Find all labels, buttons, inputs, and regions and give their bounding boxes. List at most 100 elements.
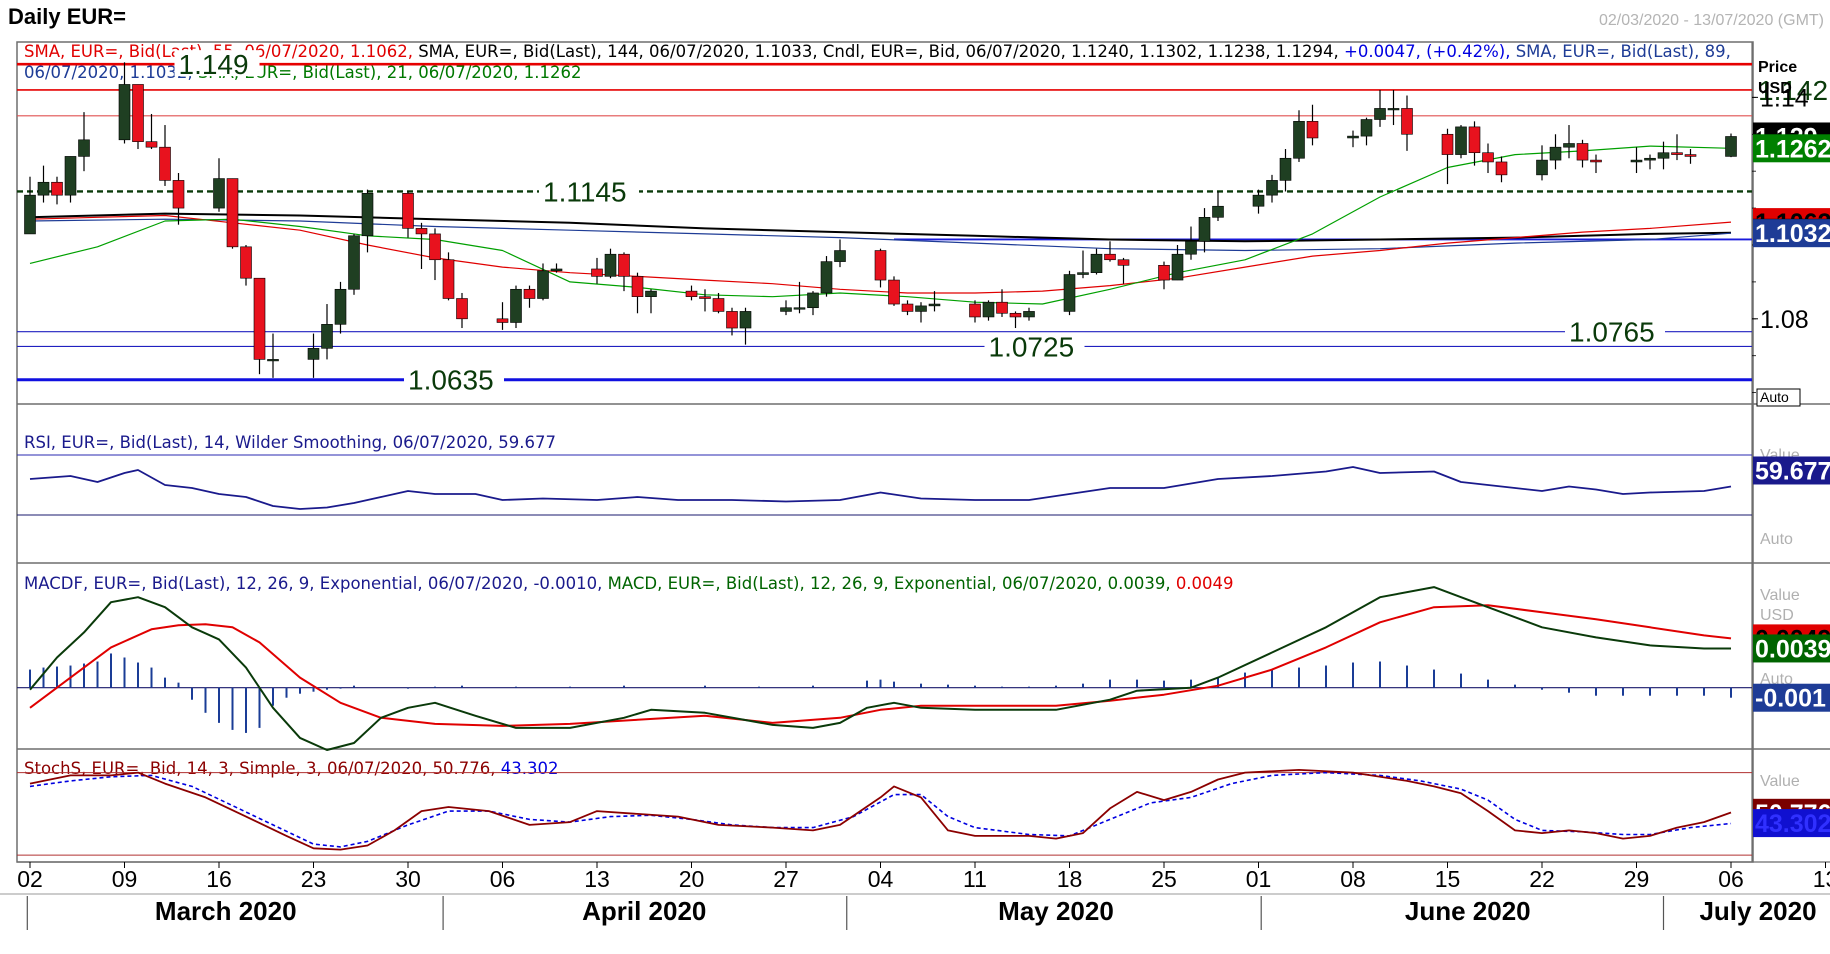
candle-up — [928, 303, 941, 307]
candle-up — [1360, 119, 1373, 137]
x-tick-label-7: 20 — [679, 866, 705, 892]
rsi-ghost-2: Auto — [1760, 531, 1793, 548]
x-tick-label-13: 01 — [1246, 866, 1272, 892]
x-tick-label-4: 30 — [395, 866, 421, 892]
candle-down — [523, 288, 536, 299]
stoch-value-label-1: 43.302 — [1755, 810, 1830, 838]
candle-down — [159, 146, 171, 181]
candle-down — [402, 193, 414, 229]
candle-down — [631, 276, 644, 297]
macd-ghost-0: Value — [1760, 587, 1800, 604]
legend-sma144: SMA, EUR=, Bid(Last), 144, 06/07/2020, 1… — [418, 42, 823, 61]
legend-stoch-d: 43.302 — [500, 759, 559, 778]
candle-up — [78, 139, 90, 157]
candle-down — [1482, 152, 1494, 163]
candle-up — [361, 193, 374, 237]
legend-sma89-a: SMA, EUR=, Bid(Last), 89, — [1515, 42, 1731, 61]
date-range: 02/03/2020 - 13/07/2020 (GMT) — [1598, 12, 1824, 29]
auto-button — [1756, 388, 1801, 407]
candle-down — [415, 228, 428, 235]
candle-down — [874, 250, 887, 281]
candle-up — [510, 288, 522, 323]
candle-up — [334, 288, 347, 325]
candle-up — [1023, 311, 1035, 318]
x-tick-label-1: 09 — [112, 866, 138, 892]
candle-up — [1212, 205, 1224, 218]
candle-up — [739, 311, 752, 329]
candle-up — [64, 156, 77, 196]
candle-up — [24, 194, 36, 235]
candle-up — [807, 292, 819, 309]
candle-up — [915, 305, 927, 312]
price-panel-legend-line2: 06/07/2020, 1.1032, SMA, EUR=, Bid(Last)… — [24, 63, 582, 82]
level-label-bg-0 — [174, 50, 260, 77]
candle-up — [1252, 194, 1265, 207]
stoch-ghost-0: Value — [1760, 773, 1800, 790]
candle-up — [1198, 217, 1211, 242]
candle-down — [1590, 159, 1602, 163]
month-label-2: May 2020 — [998, 896, 1114, 926]
candle-down — [685, 290, 698, 297]
candle-down — [1306, 121, 1319, 139]
candle-down — [172, 180, 185, 209]
candle-down — [996, 301, 1008, 314]
x-tick-label-19: 13 — [1813, 866, 1830, 892]
candle-up — [213, 178, 225, 209]
candle-down — [442, 259, 455, 299]
candle-up — [820, 261, 833, 294]
x-tick-label-11: 18 — [1057, 866, 1083, 892]
level-label-bg-1 — [1754, 75, 1830, 102]
level-label-3: 1.1145 — [543, 176, 627, 207]
candle-up — [604, 253, 617, 277]
candle-up — [1725, 136, 1737, 157]
candle-up — [307, 348, 320, 360]
candle-up — [1374, 108, 1386, 120]
price-value-box-4 — [1753, 219, 1830, 248]
x-tick-label-10: 11 — [963, 866, 987, 892]
candle-up — [118, 84, 131, 141]
legend-candle: Cndl, EUR=, Bid, 06/07/2020, 1.1240, 1.1… — [822, 42, 1345, 61]
level-label-bg-7 — [984, 332, 1085, 359]
candle-up — [1455, 126, 1467, 155]
level-label-6: 1.0765 — [1569, 317, 1655, 348]
sma21-line — [29, 145, 1732, 305]
candle-down — [699, 296, 711, 299]
macd-legend: MACDF, EUR=, Bid(Last), 12, 26, 9, Expon… — [24, 574, 1234, 593]
level-label-7: 1.0725 — [989, 331, 1075, 362]
candle-down — [145, 141, 158, 148]
candle-up — [793, 307, 806, 310]
x-tick-label-18: 06 — [1718, 866, 1744, 892]
x-tick-label-9: 04 — [868, 866, 894, 892]
level-label-0: 1.149 — [179, 49, 249, 80]
candle-down — [1009, 312, 1022, 318]
month-label-1: April 2020 — [582, 896, 706, 926]
candle-down — [591, 268, 603, 277]
x-tick-label-0: 02 — [17, 866, 43, 892]
legend-sma21: SMA, EUR=, Bid(Last), 21, 06/07/2020, 1.… — [197, 63, 582, 82]
macd-value-label-2: -0.001 — [1755, 685, 1826, 713]
candle-down — [1158, 264, 1170, 281]
candle-down — [1671, 152, 1683, 155]
candle-up — [348, 235, 360, 290]
candle-up — [1279, 157, 1292, 181]
x-tick-label-14: 08 — [1340, 866, 1366, 892]
candle-down — [712, 298, 725, 312]
candle-up — [1536, 159, 1548, 176]
rsi-line — [29, 466, 1732, 510]
sma144-line — [29, 212, 1732, 243]
candle-up — [834, 250, 846, 262]
candle-down — [496, 318, 509, 323]
candle-up — [645, 290, 657, 297]
candle-down — [253, 277, 266, 360]
candle-down — [969, 303, 981, 318]
candle-up — [1563, 143, 1575, 148]
candle-up — [1657, 152, 1670, 159]
stoch-value-box-1 — [1753, 809, 1830, 838]
x-tick-label-16: 22 — [1529, 866, 1555, 892]
price-value-box-1 — [1753, 134, 1830, 163]
level-label-bg-6 — [1565, 317, 1665, 344]
level-label-bg-3 — [539, 177, 639, 204]
candle-down — [888, 279, 900, 305]
candle-down — [240, 246, 252, 279]
